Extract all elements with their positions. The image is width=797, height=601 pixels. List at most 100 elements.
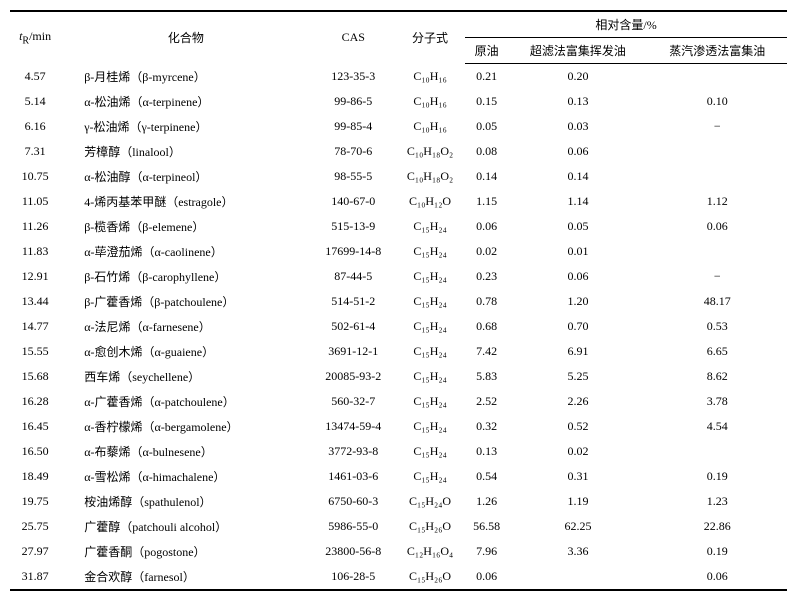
cell-v2: 1.14 bbox=[508, 189, 647, 214]
cell-v1: 0.05 bbox=[465, 114, 508, 139]
cell-v1: 0.14 bbox=[465, 164, 508, 189]
cell-name: β-石竹烯（β-carophyllene） bbox=[60, 264, 311, 289]
cell-formula: C₁₅H₂₄ bbox=[395, 314, 465, 339]
cell-v1: 0.32 bbox=[465, 414, 508, 439]
cell-name: α-荜澄茄烯（α-caolinene） bbox=[60, 239, 311, 264]
cell-tr: 5.14 bbox=[10, 89, 60, 114]
cell-cas: 20085-93-2 bbox=[311, 364, 395, 389]
cell-name: 4-烯丙基苯甲醚（estragole） bbox=[60, 189, 311, 214]
cell-tr: 6.16 bbox=[10, 114, 60, 139]
compound-table: tR/min 化合物 CAS 分子式 相对含量/% 原油 超滤法富集挥发油 蒸汽… bbox=[10, 10, 787, 591]
cell-formula: C₁₅H₂₄ bbox=[395, 439, 465, 464]
table-row: 25.75广藿醇（patchouli alcohol）5986-55-0C₁₅H… bbox=[10, 514, 787, 539]
cell-cas: 87-44-5 bbox=[311, 264, 395, 289]
table-row: 31.87金合欢醇（farnesol）106-28-5C₁₅H₂₆O0.060.… bbox=[10, 564, 787, 590]
cell-tr: 14.77 bbox=[10, 314, 60, 339]
table-row: 18.49α-雪松烯（α-himachalene）1461-03-6C₁₅H₂₄… bbox=[10, 464, 787, 489]
cell-name: 桉油烯醇（spathulenol） bbox=[60, 489, 311, 514]
cell-name: β-月桂烯（β-myrcene） bbox=[60, 64, 311, 89]
cell-name: α-雪松烯（α-himachalene） bbox=[60, 464, 311, 489]
cell-cas: 560-32-7 bbox=[311, 389, 395, 414]
cell-name: 广藿香酮（pogostone） bbox=[60, 539, 311, 564]
cell-v3: 8.62 bbox=[648, 364, 787, 389]
header-col3: 蒸汽渗透法富集油 bbox=[648, 38, 787, 64]
header-formula: 分子式 bbox=[395, 11, 465, 64]
table-row: 15.55α-愈创木烯（α-guaiene）3691-12-1C₁₅H₂₄7.4… bbox=[10, 339, 787, 364]
cell-v2: 0.05 bbox=[508, 214, 647, 239]
cell-cas: 123-35-3 bbox=[311, 64, 395, 89]
cell-v1: 0.02 bbox=[465, 239, 508, 264]
header-col2: 超滤法富集挥发油 bbox=[508, 38, 647, 64]
cell-v1: 1.15 bbox=[465, 189, 508, 214]
cell-formula: C₁₀H₁₈O₂ bbox=[395, 139, 465, 164]
cell-tr: 7.31 bbox=[10, 139, 60, 164]
cell-cas: 99-86-5 bbox=[311, 89, 395, 114]
cell-name: α-香柠檬烯（α-bergamolene） bbox=[60, 414, 311, 439]
cell-name: α-松油醇（α-terpineol） bbox=[60, 164, 311, 189]
table-row: 12.91β-石竹烯（β-carophyllene）87-44-5C₁₅H₂₄0… bbox=[10, 264, 787, 289]
cell-tr: 4.57 bbox=[10, 64, 60, 89]
cell-formula: C₁₀H₁₆ bbox=[395, 64, 465, 89]
cell-v1: 0.06 bbox=[465, 564, 508, 590]
cell-tr: 12.91 bbox=[10, 264, 60, 289]
cell-cas: 5986-55-0 bbox=[311, 514, 395, 539]
cell-v1: 0.21 bbox=[465, 64, 508, 89]
cell-name: β-榄香烯（β-elemene） bbox=[60, 214, 311, 239]
cell-v3 bbox=[648, 239, 787, 264]
cell-v3 bbox=[648, 164, 787, 189]
cell-v1: 0.78 bbox=[465, 289, 508, 314]
cell-v1: 1.26 bbox=[465, 489, 508, 514]
cell-v3: 0.53 bbox=[648, 314, 787, 339]
header-compound: 化合物 bbox=[60, 11, 311, 64]
cell-v3: 0.06 bbox=[648, 564, 787, 590]
table-row: 13.44β-广藿香烯（β-patchoulene）514-51-2C₁₅H₂₄… bbox=[10, 289, 787, 314]
cell-v2: 0.52 bbox=[508, 414, 647, 439]
cell-formula: C₁₀H₁₈O₂ bbox=[395, 164, 465, 189]
cell-v2: 1.20 bbox=[508, 289, 647, 314]
cell-formula: C₁₅H₂₆O bbox=[395, 564, 465, 590]
table-row: 16.28α-广藿香烯（α-patchoulene）560-32-7C₁₅H₂₄… bbox=[10, 389, 787, 414]
cell-v1: 2.52 bbox=[465, 389, 508, 414]
cell-name: 广藿醇（patchouli alcohol） bbox=[60, 514, 311, 539]
cell-tr: 16.45 bbox=[10, 414, 60, 439]
cell-v2: 0.20 bbox=[508, 64, 647, 89]
cell-cas: 17699-14-8 bbox=[311, 239, 395, 264]
table-row: 6.16γ-松油烯（γ-terpinene）99-85-4C₁₀H₁₆0.050… bbox=[10, 114, 787, 139]
table-row: 4.57β-月桂烯（β-myrcene）123-35-3C₁₀H₁₆0.210.… bbox=[10, 64, 787, 89]
cell-name: α-法尼烯（α-farnesene） bbox=[60, 314, 311, 339]
table-row: 19.75桉油烯醇（spathulenol）6750-60-3C₁₅H₂₄O1.… bbox=[10, 489, 787, 514]
cell-v2: 2.26 bbox=[508, 389, 647, 414]
header-col1: 原油 bbox=[465, 38, 508, 64]
cell-cas: 98-55-5 bbox=[311, 164, 395, 189]
table-row: 10.75α-松油醇（α-terpineol）98-55-5C₁₀H₁₈O₂0.… bbox=[10, 164, 787, 189]
cell-cas: 502-61-4 bbox=[311, 314, 395, 339]
cell-tr: 11.05 bbox=[10, 189, 60, 214]
cell-v3: − bbox=[648, 114, 787, 139]
cell-formula: C₁₀H₁₆ bbox=[395, 89, 465, 114]
cell-name: α-布藜烯（α-bulnesene） bbox=[60, 439, 311, 464]
cell-v2: 6.91 bbox=[508, 339, 647, 364]
cell-v2 bbox=[508, 564, 647, 590]
cell-v2: 0.13 bbox=[508, 89, 647, 114]
cell-v1: 0.68 bbox=[465, 314, 508, 339]
table-row: 27.97广藿香酮（pogostone）23800-56-8C₁₂H₁₆O₄7.… bbox=[10, 539, 787, 564]
cell-cas: 6750-60-3 bbox=[311, 489, 395, 514]
cell-v2: 0.06 bbox=[508, 139, 647, 164]
cell-v3: 0.10 bbox=[648, 89, 787, 114]
cell-cas: 23800-56-8 bbox=[311, 539, 395, 564]
header-cas: CAS bbox=[311, 11, 395, 64]
cell-v3: 4.54 bbox=[648, 414, 787, 439]
cell-formula: C₁₅H₂₄ bbox=[395, 414, 465, 439]
cell-formula: C₁₅H₂₄ bbox=[395, 339, 465, 364]
cell-v2: 0.31 bbox=[508, 464, 647, 489]
cell-v3: 0.19 bbox=[648, 464, 787, 489]
table-row: 11.054-烯丙基苯甲醚（estragole）140-67-0C₁₀H₁₂O1… bbox=[10, 189, 787, 214]
cell-v3: 6.65 bbox=[648, 339, 787, 364]
table-row: 11.83α-荜澄茄烯（α-caolinene）17699-14-8C₁₅H₂₄… bbox=[10, 239, 787, 264]
table-row: 15.68西车烯（seychellene）20085-93-2C₁₅H₂₄5.8… bbox=[10, 364, 787, 389]
cell-v2: 0.70 bbox=[508, 314, 647, 339]
table-row: 11.26β-榄香烯（β-elemene）515-13-9C₁₅H₂₄0.060… bbox=[10, 214, 787, 239]
cell-v2: 0.03 bbox=[508, 114, 647, 139]
cell-v2: 0.14 bbox=[508, 164, 647, 189]
cell-v3: − bbox=[648, 264, 787, 289]
